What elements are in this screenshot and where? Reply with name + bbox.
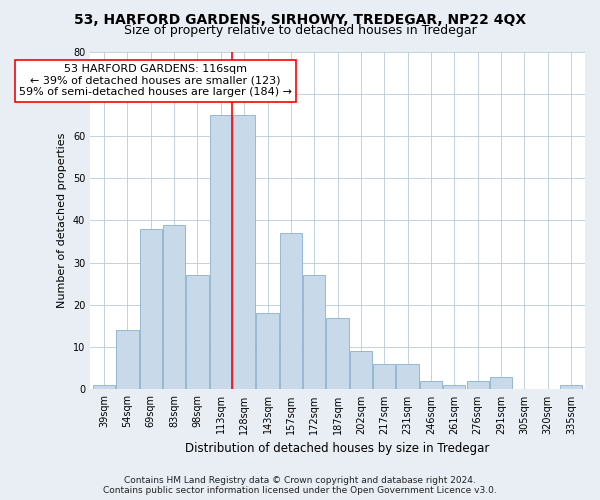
Bar: [420, 381, 442, 390]
Bar: [233, 115, 255, 390]
Bar: [350, 352, 372, 390]
Bar: [303, 276, 325, 390]
Bar: [210, 115, 232, 390]
Bar: [93, 385, 115, 390]
Text: Size of property relative to detached houses in Tredegar: Size of property relative to detached ho…: [124, 24, 476, 37]
Bar: [280, 233, 302, 390]
Bar: [467, 381, 489, 390]
Bar: [140, 229, 162, 390]
Bar: [116, 330, 139, 390]
Text: Contains HM Land Registry data © Crown copyright and database right 2024.
Contai: Contains HM Land Registry data © Crown c…: [103, 476, 497, 495]
Bar: [256, 314, 278, 390]
Y-axis label: Number of detached properties: Number of detached properties: [57, 133, 67, 308]
Bar: [163, 224, 185, 390]
Bar: [373, 364, 395, 390]
Bar: [397, 364, 419, 390]
Bar: [443, 385, 466, 390]
Bar: [560, 385, 582, 390]
X-axis label: Distribution of detached houses by size in Tredegar: Distribution of detached houses by size …: [185, 442, 490, 455]
Text: 53 HARFORD GARDENS: 116sqm
← 39% of detached houses are smaller (123)
59% of sem: 53 HARFORD GARDENS: 116sqm ← 39% of deta…: [19, 64, 292, 98]
Text: 53, HARFORD GARDENS, SIRHOWY, TREDEGAR, NP22 4QX: 53, HARFORD GARDENS, SIRHOWY, TREDEGAR, …: [74, 12, 526, 26]
Bar: [187, 276, 209, 390]
Bar: [326, 318, 349, 390]
Bar: [490, 377, 512, 390]
